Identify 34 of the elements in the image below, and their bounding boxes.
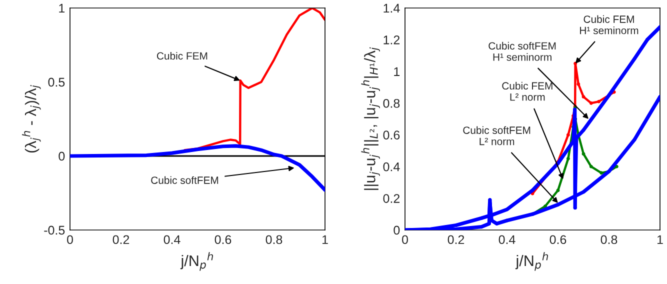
x-tick-label: 0 xyxy=(402,235,408,244)
x-tick-label: 0.6 xyxy=(550,235,566,244)
y-tick-label: 0.5 xyxy=(48,78,65,87)
x-tick-label: 0.2 xyxy=(112,235,130,244)
y-axis-title: (λ$_{j}$$^{h}$ - λ$_{j}$)/λ$_{j}$ xyxy=(22,85,41,153)
x-tick-label: 0.4 xyxy=(498,235,516,244)
x-tick-label: 0 xyxy=(67,235,73,244)
x-tick-label: 1 xyxy=(657,235,663,244)
y-tick-label: 1.2 xyxy=(384,36,400,44)
x-tick-label: 1 xyxy=(322,235,328,244)
y-tick-label: -0.5 xyxy=(44,226,65,235)
x-axis-title: j/N$_{p}$$^{h}$ xyxy=(515,252,548,271)
annotation: Cubic FEM H¹ seminorm xyxy=(580,15,638,34)
y-tick-label: 0 xyxy=(58,152,65,161)
y-tick-label: 0.2 xyxy=(383,194,400,203)
x-tick-label: 0.4 xyxy=(164,235,180,244)
y-tick-label: 0.6 xyxy=(383,130,400,140)
annotation: Cubic softFEM xyxy=(151,176,218,184)
text: ||u$_{j}$-u$_{j}$$^{h}$||$_{L²}$, |u$_{j}$-u$_{j}$$^{h}$|$_{H¹}$/λ$_{j}$ xyxy=(361,47,380,190)
y-tick-label: 0.8 xyxy=(383,98,400,108)
annotation: Cubic FEM L² norm xyxy=(502,82,552,101)
y-tick-label: 0 xyxy=(394,226,400,235)
y-tick-label: 1 xyxy=(59,4,65,13)
annotation: Cubic softFEM L² norm xyxy=(463,126,530,146)
x-tick-label: 0.8 xyxy=(266,235,282,244)
x-tick-label: 0.2 xyxy=(448,235,464,244)
y-tick-label: 1 xyxy=(394,67,400,76)
x-tick-label: 0.6 xyxy=(214,235,232,244)
y-tick-label: 0.4 xyxy=(383,162,400,172)
annotation: Cubic FEM xyxy=(156,52,208,60)
y-tick-label: 1.4 xyxy=(384,4,400,13)
x-axis-title: j/N$_{p}$$^{h}$ xyxy=(180,252,213,271)
annotation: Cubic softFEM H¹ seminorm xyxy=(488,42,556,61)
x-tick-label: 0.8 xyxy=(600,235,618,244)
